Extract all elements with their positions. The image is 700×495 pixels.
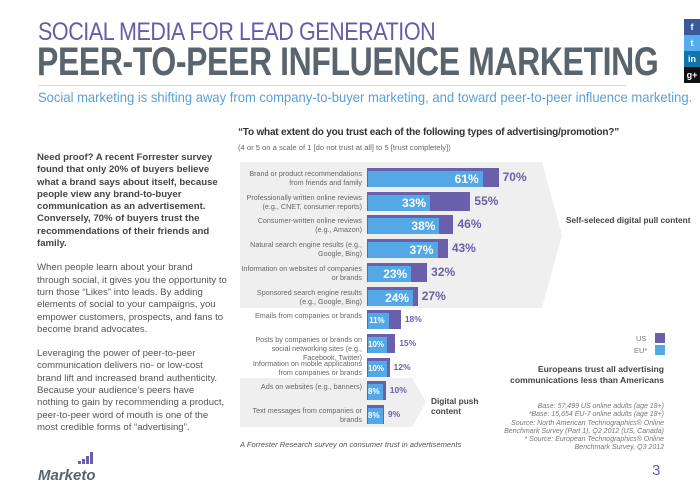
body-text: Need proof? A recent Forrester survey fo… bbox=[37, 152, 227, 446]
bar-eu: 8% bbox=[368, 384, 384, 401]
page-number: 3 bbox=[652, 462, 661, 479]
value-label-us: 43% bbox=[451, 241, 476, 256]
bar-eu: 23% bbox=[368, 265, 412, 282]
paragraph-social: When people learn about your brand throu… bbox=[37, 262, 227, 335]
legend-eu-swatch bbox=[655, 345, 665, 355]
source-line: * Source: European Technographics® Onlin… bbox=[524, 436, 664, 444]
source-line: Benchmark Survey, Q3 2012 bbox=[574, 444, 664, 452]
value-label-us: 9% bbox=[387, 409, 401, 419]
legend-eu-label: EU* bbox=[634, 346, 648, 355]
chart-subtitle: (4 or 5 on a scale of 1 [do not trust at… bbox=[238, 143, 451, 152]
category-label: Posts by companies or brands on social n… bbox=[255, 334, 362, 362]
bar-eu: 10% bbox=[368, 336, 387, 353]
source-line: Source: North American Technographics® O… bbox=[511, 419, 664, 427]
bar-eu: 8% bbox=[368, 408, 384, 424]
linkedin-icon[interactable]: in bbox=[684, 51, 700, 67]
category-label: Ads on websites (e.g., banners) bbox=[260, 382, 362, 392]
chart-note: Europeans trust all advertising communic… bbox=[510, 364, 664, 385]
value-label-us: 55% bbox=[474, 193, 499, 208]
facebook-icon[interactable]: f bbox=[684, 19, 700, 35]
bar-eu: 24% bbox=[368, 289, 414, 306]
page-subtitle: Social marketing is shifting away from c… bbox=[38, 89, 693, 105]
paragraph-proof: Need proof? A recent Forrester survey fo… bbox=[37, 152, 218, 250]
group-label-pull: Self-seleced digital pull content bbox=[566, 215, 691, 225]
sources: Base: 57,499 US online adults (age 18+) … bbox=[470, 403, 664, 453]
value-label-us: 32% bbox=[431, 264, 456, 279]
value-label-us: 18% bbox=[404, 314, 422, 325]
legend-us-swatch bbox=[655, 333, 665, 343]
value-label-us: 15% bbox=[399, 337, 417, 348]
category-label: Consumer-written online reviews (e.g., A… bbox=[257, 216, 362, 235]
bar-eu: 37% bbox=[368, 242, 438, 259]
group-label-push: Digital push content bbox=[431, 396, 479, 416]
pull-content-arrow bbox=[240, 162, 562, 308]
source-line: Benchmark Survey (Part 1), Q2 2012 (US, … bbox=[504, 427, 664, 435]
page-title: PEER-TO-PEER INFLUENCE MARKETING bbox=[37, 40, 659, 84]
kicker-heading: SOCIAL MEDIA FOR LEAD GENERATION bbox=[38, 18, 436, 46]
paragraph-peer: Leveraging the power of peer-to-peer com… bbox=[37, 348, 225, 433]
category-label: Professionally written online reviews (e… bbox=[246, 192, 362, 211]
twitter-icon[interactable]: t bbox=[684, 35, 700, 51]
title-divider bbox=[38, 85, 626, 86]
category-label: Emails from companies or brands bbox=[254, 311, 362, 321]
value-label-us: 70% bbox=[502, 170, 527, 184]
logo-bars-icon bbox=[78, 451, 96, 470]
bar-eu: 11% bbox=[368, 313, 389, 330]
marketo-logo: Marketo bbox=[38, 467, 96, 484]
bar-eu: 10% bbox=[368, 360, 387, 377]
value-label-us: 46% bbox=[457, 217, 482, 232]
google-plus-icon[interactable]: g+ bbox=[684, 67, 700, 83]
category-label: Text messages from companies or brands bbox=[252, 406, 362, 424]
source-line: Base: 57,499 US online adults (age 18+) bbox=[537, 403, 664, 410]
chart-title: “To what extent do you trust each of the… bbox=[238, 127, 620, 138]
category-label: Sponsored search engine results (e.g., G… bbox=[256, 287, 362, 306]
source-line: *Base: 15,654 EU-7 online adults (age 18… bbox=[528, 411, 664, 419]
bar-eu: 61% bbox=[368, 171, 483, 187]
category-label: Information on mobile applications from … bbox=[252, 358, 362, 377]
category-label: Brand or product recommendations from fr… bbox=[249, 169, 362, 187]
bar-eu: 33% bbox=[368, 194, 431, 211]
chart-caption: A Forrester Research survey on consumer … bbox=[240, 440, 462, 449]
bar-eu: 38% bbox=[368, 218, 440, 235]
value-label-us: 10% bbox=[389, 385, 407, 396]
category-label: Information on websites of companies or … bbox=[241, 263, 362, 282]
value-label-us: 12% bbox=[393, 361, 411, 372]
value-label-us: 27% bbox=[421, 288, 446, 303]
legend-us-label: US bbox=[636, 334, 647, 343]
category-label: Natural search engine results (e.g., Goo… bbox=[250, 240, 362, 259]
